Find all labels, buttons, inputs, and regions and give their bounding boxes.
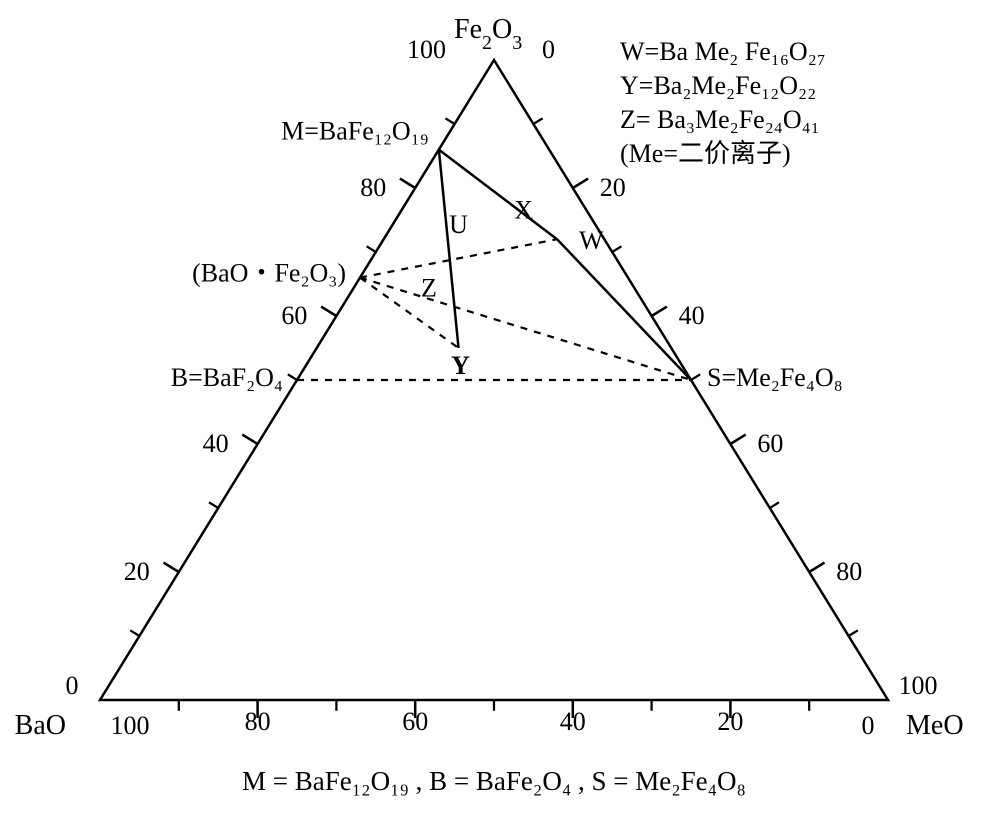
legend-line-3: (Me=二价离子) — [620, 139, 791, 168]
right-tick-label: 60 — [757, 429, 783, 458]
legend-line-1: Y=Ba₂Me₂Fe₁₂O₂₂ — [620, 71, 816, 100]
label-M: M=BaFe₁₂O₁₉ — [281, 117, 429, 146]
label-B: B=BaF₂O₄ — [171, 363, 283, 392]
left-tick-label: 20 — [124, 557, 150, 586]
label-BF: (BaO・Fe₂O₃) — [192, 259, 346, 288]
caption: M = BaFe₁₂O₁₉ , B = BaFe₂O₄ , S = Me₂Fe₄… — [242, 766, 746, 796]
right-tick-label: 40 — [679, 301, 705, 330]
left-tick-label: 60 — [281, 301, 307, 330]
label-Z: Z — [421, 273, 437, 302]
bottom-0: 0 — [862, 711, 875, 740]
bottom-tick-label: 40 — [560, 707, 586, 736]
bottom-tick-label: 20 — [717, 707, 743, 736]
label-Y: Y — [451, 351, 470, 380]
right-tick-label: 20 — [600, 173, 626, 202]
bottom-tick-label: 60 — [402, 707, 428, 736]
left-edge-100: 100 — [407, 35, 446, 64]
label-X: X — [514, 195, 533, 224]
left-tick-label: 40 — [203, 429, 229, 458]
bottom-100: 100 — [111, 711, 150, 740]
right-edge-0: 0 — [542, 35, 555, 64]
legend-line-0: W=Ba Me₂ Fe₁₆O₂₇ — [620, 37, 826, 66]
bottom-tick-label: 80 — [245, 707, 271, 736]
label-U: U — [449, 210, 468, 239]
legend-line-2: Z= Ba₃Me₂Fe₂₄O₄₁ — [620, 105, 820, 134]
left-edge-0: 0 — [66, 671, 79, 700]
right-tick-label: 80 — [836, 557, 862, 586]
right-edge-100: 100 — [899, 671, 938, 700]
left-tick-label: 80 — [360, 173, 386, 202]
corner-bao: BaO — [15, 710, 66, 741]
label-W: W — [579, 226, 604, 255]
corner-meo: MeO — [906, 710, 964, 741]
label-S: S=Me₂Fe₄O₈ — [707, 363, 843, 392]
